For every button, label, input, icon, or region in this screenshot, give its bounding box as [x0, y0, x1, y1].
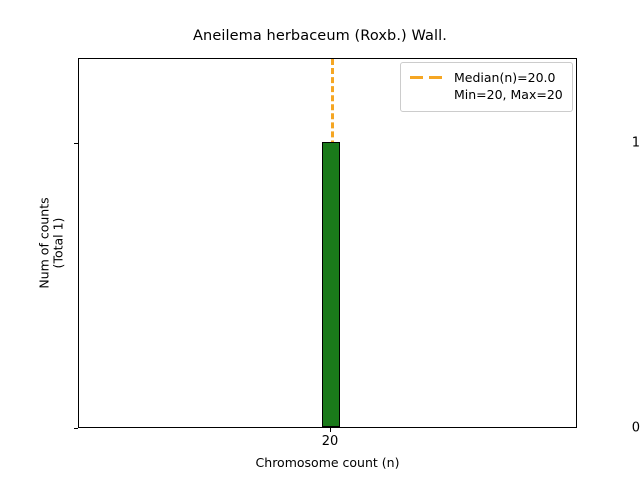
- legend-dash-segment-2: [429, 76, 442, 79]
- y-tick-label-0: 0: [631, 420, 640, 436]
- bar-20: [322, 142, 340, 427]
- legend-median-label: Median(n)=20.0: [454, 70, 556, 85]
- legend-median-line-swatch: [409, 69, 445, 86]
- plot-area: [78, 58, 577, 428]
- x-tick-label-20: 20: [321, 434, 339, 449]
- y-axis-label-group: Num of counts (Total 1): [0, 58, 66, 428]
- y-tick-label-1: 1: [631, 135, 640, 151]
- y-tick-mark-1: [74, 143, 78, 144]
- y-axis-label-total: (Total 1): [50, 217, 66, 269]
- y-tick-mark-0: [74, 428, 78, 429]
- y-axis-label-primary: Num of counts: [36, 197, 52, 289]
- chart-title: Aneilema herbaceum (Roxb.) Wall.: [193, 28, 447, 44]
- legend-minmax-label: Min=20, Max=20: [454, 87, 563, 103]
- x-tick-mark-20: [330, 428, 331, 432]
- legend-dash-segment-1: [410, 76, 423, 79]
- legend: Median(n)=20.0 Min=20, Max=20: [400, 62, 573, 112]
- legend-entry-text: Median(n)=20.0 Min=20, Max=20: [454, 69, 563, 104]
- x-axis-label: Chromosome count (n): [255, 455, 400, 470]
